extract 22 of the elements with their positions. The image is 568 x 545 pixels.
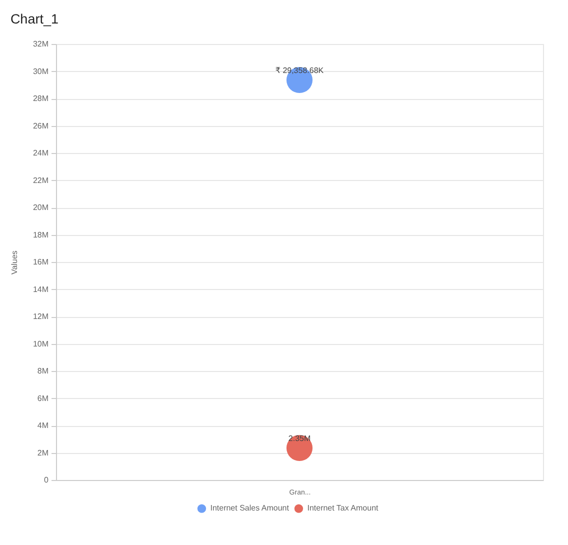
chart-title: Chart_1 xyxy=(10,12,58,26)
y-tick-label: 14M xyxy=(32,284,49,294)
y-tick-label: 16M xyxy=(32,258,49,266)
y-tick-label: 26M xyxy=(32,121,49,130)
y-tick-label: 20M xyxy=(32,203,49,212)
legend-label: Internet Tax Amount xyxy=(307,504,380,513)
y-tick-label: 0 xyxy=(44,476,50,484)
y-tick-label: 30M xyxy=(32,66,49,76)
y-axis-title: Values xyxy=(10,250,19,274)
y-tick-label: 4M xyxy=(37,421,49,430)
data-label: 2.35M xyxy=(288,434,311,443)
y-tick-label: 10M xyxy=(32,339,49,348)
y-tick-label: 22M xyxy=(32,176,49,185)
legend-label: Internet Sales Amount xyxy=(210,504,290,513)
y-tick-label: 8M xyxy=(37,366,49,376)
y-tick-label: 32M xyxy=(32,40,49,48)
y-tick-label: 2M xyxy=(37,448,49,458)
y-tick-label: 12M xyxy=(32,312,49,321)
y-tick-label: 18M xyxy=(32,230,49,240)
y-tick-label: 6M xyxy=(37,394,49,403)
y-tick-label: 24M xyxy=(32,148,49,158)
y-tick-label: 28M xyxy=(32,94,49,103)
